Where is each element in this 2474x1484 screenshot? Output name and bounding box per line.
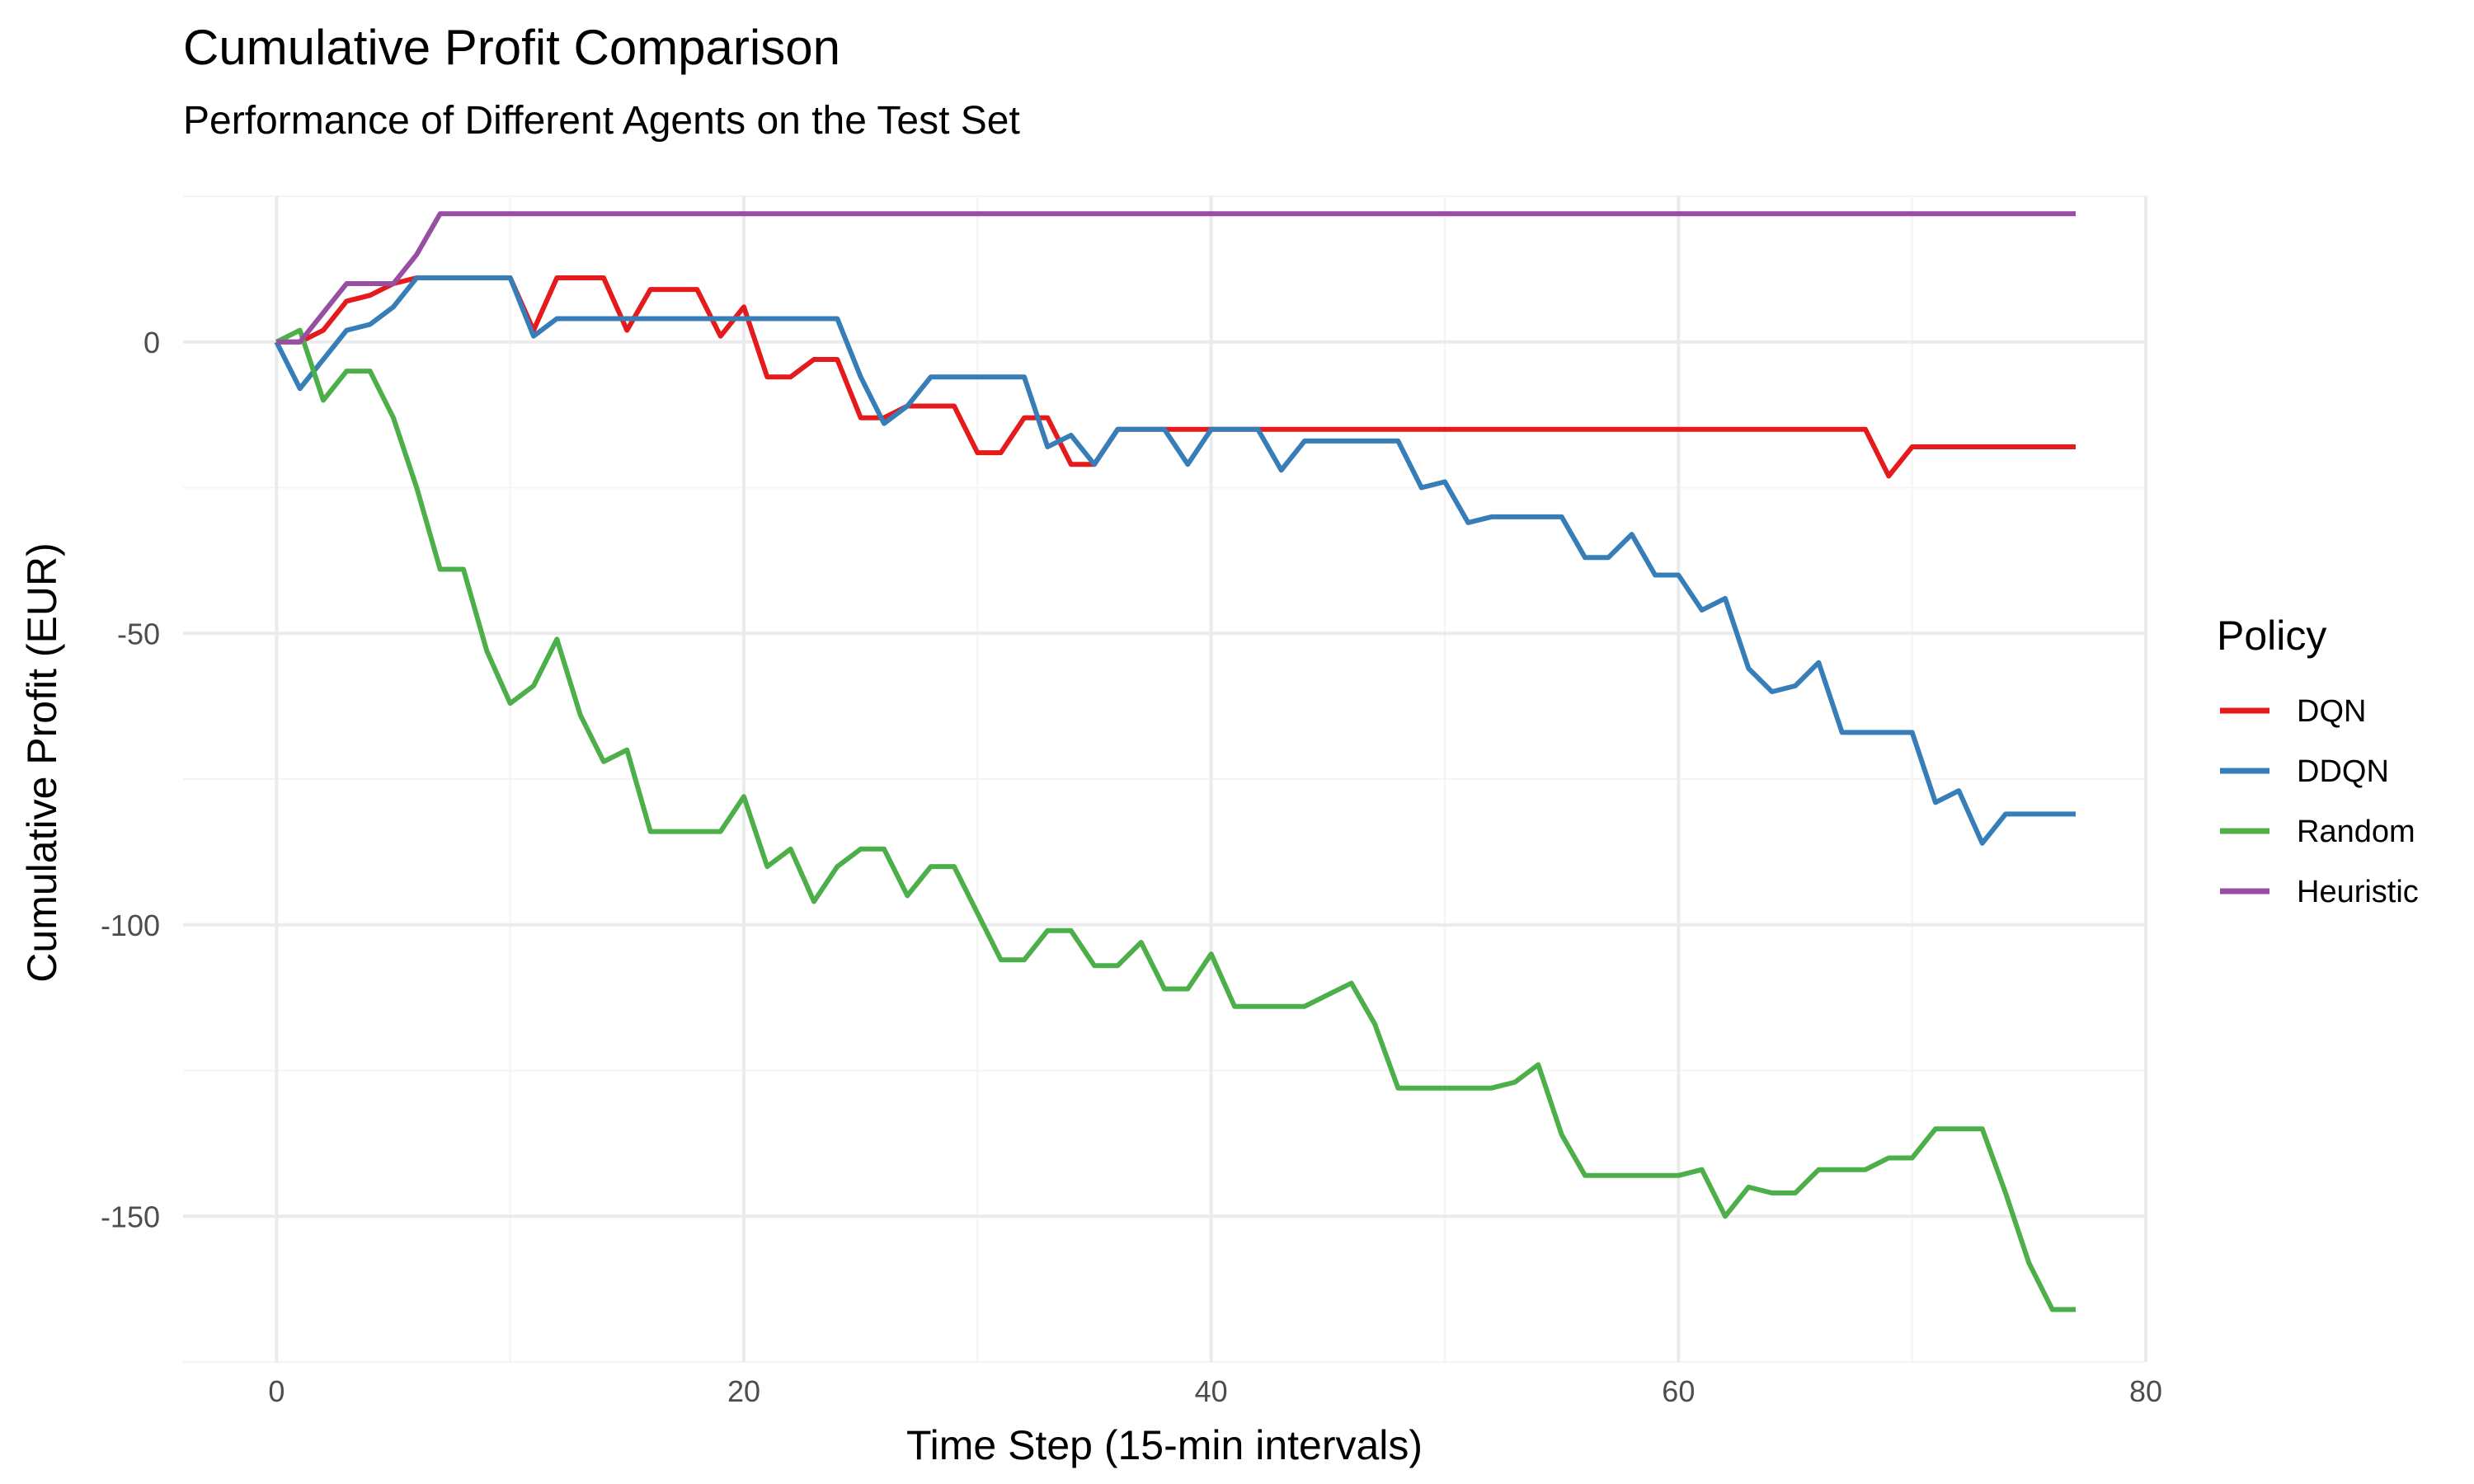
series-line-random	[275, 327, 2076, 1313]
x-tick-label: 80	[2129, 1374, 2162, 1408]
y-tick-label: -100	[101, 909, 160, 942]
series-line-dqn	[276, 275, 2076, 479]
y-tick-label: -50	[117, 617, 160, 650]
legend-title: Policy	[2217, 613, 2326, 659]
axis-ticks: 0 20 40 60 80 -150 -100 -50 0	[101, 326, 2162, 1408]
x-tick-label: 20	[727, 1374, 760, 1408]
grid	[183, 195, 2147, 1363]
y-tick-label: 0	[143, 326, 160, 359]
x-tick-label: 0	[268, 1374, 285, 1408]
legend-label-dqn: DQN	[2297, 694, 2366, 729]
chart-subtitle: Performance of Different Agents on the T…	[183, 99, 1020, 143]
chart-title: Cumulative Profit Comparison	[183, 20, 840, 75]
legend: Policy DQN DDQN Random Heuristic	[2217, 613, 2419, 909]
x-tick-label: 40	[1195, 1374, 1228, 1408]
series-line-ddqn	[274, 275, 2076, 846]
x-axis-title: Time Step (15-min intervals)	[906, 1422, 1423, 1468]
legend-label-ddqn: DDQN	[2297, 754, 2389, 789]
y-axis-title: Cumulative Profit (EUR)	[19, 542, 65, 982]
x-tick-label: 60	[1662, 1374, 1695, 1408]
legend-label-heuristic: Heuristic	[2297, 875, 2419, 909]
legend-label-random: Random	[2297, 815, 2415, 849]
y-tick-label: -150	[101, 1200, 160, 1233]
plot-series	[274, 211, 2076, 1313]
series-line-heuristic	[276, 211, 2076, 345]
